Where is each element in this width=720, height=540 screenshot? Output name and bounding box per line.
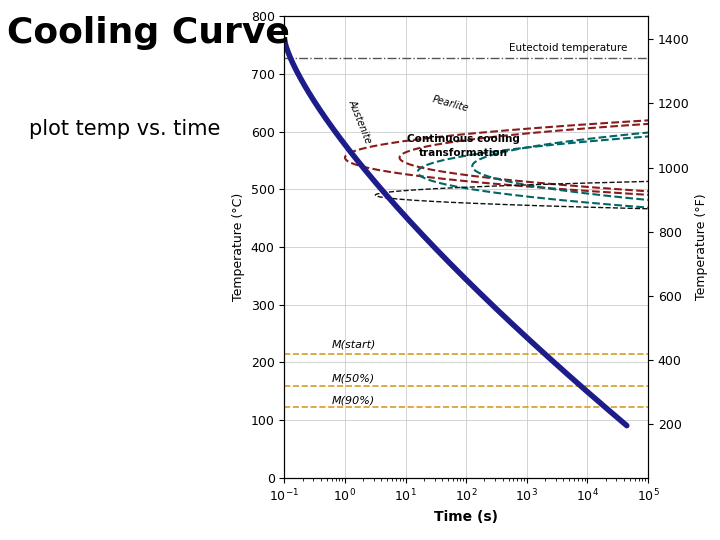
- X-axis label: Time (s): Time (s): [434, 510, 498, 524]
- Y-axis label: Temperature (°F): Temperature (°F): [695, 194, 708, 300]
- Text: plot temp vs. time: plot temp vs. time: [29, 119, 220, 139]
- Text: M(50%): M(50%): [332, 374, 375, 384]
- Text: M(start): M(start): [332, 339, 376, 349]
- Text: Pearlite: Pearlite: [431, 94, 469, 113]
- Y-axis label: Temperature (°C): Temperature (°C): [232, 193, 245, 301]
- Text: Continuous cooling
transformation: Continuous cooling transformation: [407, 134, 520, 158]
- Text: M(90%): M(90%): [332, 396, 375, 406]
- Text: Eutectoid temperature: Eutectoid temperature: [508, 43, 627, 52]
- Text: Austenite: Austenite: [347, 98, 374, 145]
- Text: Cooling Curve: Cooling Curve: [7, 16, 290, 50]
